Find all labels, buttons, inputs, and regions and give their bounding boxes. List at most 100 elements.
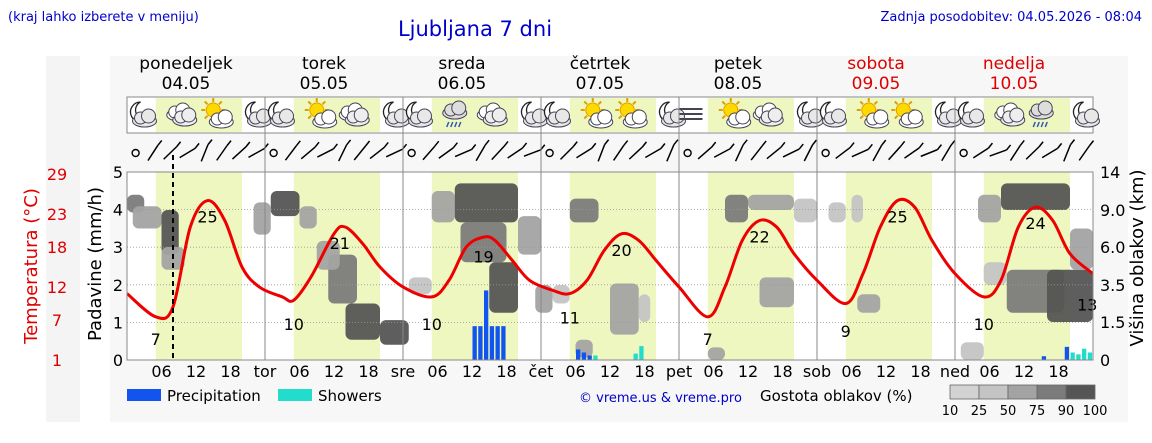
calm-wind-icon <box>959 148 968 158</box>
temperature-label: 13 <box>1077 295 1097 314</box>
hour-tick: 06 <box>703 362 723 381</box>
cloud-height-tick: 0 <box>1100 351 1110 370</box>
hour-tick: 18 <box>358 362 378 381</box>
legend-showers-label: Showers <box>318 387 382 405</box>
wind-barb-icon <box>644 143 666 159</box>
wind-barb-icon <box>216 140 232 161</box>
page-title: Ljubljana 7 dni <box>398 17 552 41</box>
hour-tick: 12 <box>600 362 620 381</box>
cloud-icon <box>588 109 614 129</box>
cloud-icon <box>546 108 571 128</box>
calm-wind-icon <box>407 148 416 158</box>
cloud-icon <box>1075 108 1100 128</box>
cloud-block <box>748 194 794 210</box>
precipitation-tick: 0 <box>113 351 123 370</box>
cloud-icon <box>758 107 784 127</box>
cloud-height-tick: 1.5 <box>1100 313 1125 332</box>
cloud-icon <box>344 107 370 127</box>
cloud-icon <box>312 109 338 129</box>
wind-barb-icon <box>803 139 818 162</box>
cloud-scale-swatch <box>1007 384 1038 400</box>
cloud-block <box>638 294 651 322</box>
temperature-label: 10 <box>974 315 994 334</box>
temperature-tick: 23 <box>47 205 67 224</box>
wind-barb-icon <box>317 143 338 158</box>
wind-barb-icon <box>300 141 320 160</box>
cloud-icon <box>822 108 847 128</box>
temperature-tick: 18 <box>47 238 67 257</box>
temperature-label: 24 <box>1025 214 1045 233</box>
hour-tick: 12 <box>462 362 482 381</box>
cloud-density <box>127 183 1093 360</box>
precipitation-tick: 1 <box>113 313 123 332</box>
rain-icon <box>446 121 462 128</box>
temperature-label: 25 <box>887 208 907 227</box>
temperature-tick: 7 <box>52 311 62 330</box>
cloud-block <box>828 202 846 223</box>
hour-tick: 18 <box>496 362 516 381</box>
wind-barb-icon <box>1063 139 1076 162</box>
wind-barb-icon <box>872 139 887 162</box>
cloud-block <box>408 277 432 295</box>
day-name: ponedeljek <box>139 54 233 74</box>
precipitation-bar <box>472 326 477 360</box>
wind-barb-icon <box>888 140 906 161</box>
wind-barb-icon <box>713 143 735 158</box>
cloud-height-axis-label: Višina oblakov (km) <box>1127 169 1148 346</box>
wind-barb-icon <box>559 141 578 160</box>
cloud-height-tick: 14 <box>1100 163 1120 182</box>
wind-barb-icon <box>1078 140 1095 161</box>
wind-barb-icon <box>438 142 458 159</box>
cloud-scale-swatch <box>1065 384 1096 400</box>
cloud-height-axis: 0 1.5 3.5 6.0 9.0 14 <box>1100 163 1125 370</box>
precipitation-bar <box>1064 346 1070 360</box>
plot-border <box>126 171 1094 361</box>
wind-barb-icon <box>1009 139 1025 161</box>
wind-barb-icon <box>231 141 251 160</box>
cloud-legend-title: Gostota oblakov (%) <box>760 387 913 405</box>
wind-barb-icon <box>835 142 855 160</box>
last-update: Zadnja posodobitev: 04.05.2026 - 08:04 <box>880 10 1142 25</box>
hour-tick: 06 <box>979 362 999 381</box>
hour-tick: 06 <box>151 362 171 381</box>
cloud-block <box>380 320 409 345</box>
temperature-tick: 29 <box>47 165 67 184</box>
cloud-scale-tick: 25 <box>971 404 988 419</box>
gridlines <box>127 209 1093 323</box>
cloud-scale-tick: 90 <box>1058 404 1075 419</box>
wind-barb-icon <box>454 144 477 158</box>
calm-wind-icon <box>683 148 692 158</box>
showers-bar <box>1076 354 1081 360</box>
cloud-block <box>851 194 863 223</box>
hour-tick: 06 <box>289 362 309 381</box>
precipitation-bar <box>478 326 483 360</box>
cloud-icon <box>132 108 157 128</box>
cloud-height-tick: 6.0 <box>1100 238 1125 257</box>
wind-barb-icon <box>734 139 748 162</box>
cloud-icon <box>408 108 433 128</box>
cloud-scale-tick: 100 <box>1083 404 1108 419</box>
wind-barb-icon <box>369 141 389 160</box>
cloud-scale-tick: 50 <box>1000 404 1017 419</box>
cloud-scale-swatch <box>949 384 980 400</box>
wind-barb-icon <box>507 142 528 159</box>
cloud-icon <box>622 109 648 129</box>
precipitation-bar <box>587 355 592 360</box>
precipitation-tick: 2 <box>113 276 123 295</box>
precipitation-bar <box>581 352 587 360</box>
cloud-icon <box>661 108 686 128</box>
cloud-icon <box>898 109 924 129</box>
day-name: četrtek <box>570 54 631 74</box>
wind-barb-icon <box>750 140 767 161</box>
hour-tick: 12 <box>186 362 206 381</box>
wind-barb-icon <box>576 142 597 159</box>
wind-barb-icon <box>200 139 213 162</box>
temperature-label: 7 <box>703 330 713 349</box>
cloud-block <box>1047 269 1093 322</box>
day-separators <box>264 97 956 360</box>
precipitation-bar <box>576 349 581 360</box>
cloud-block <box>857 294 881 313</box>
temperature-line <box>127 197 1093 321</box>
precipitation-tick: 4 <box>113 201 123 220</box>
